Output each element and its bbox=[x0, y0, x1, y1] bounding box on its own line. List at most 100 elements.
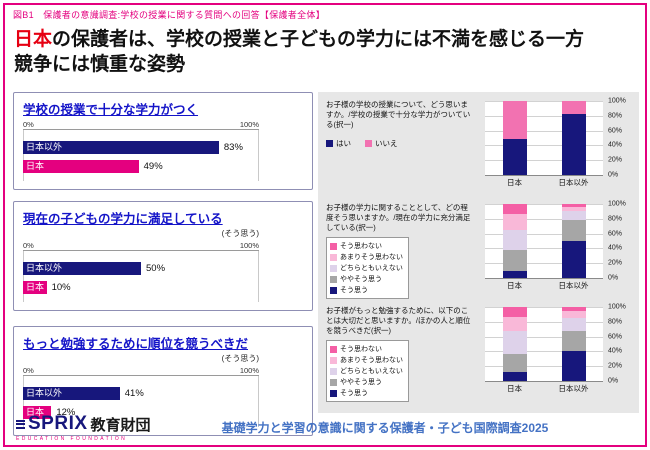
bar-category-label: 日本 bbox=[26, 282, 45, 292]
y-axis-labels: 100% 80% 60% 40% 20% 0% bbox=[606, 97, 633, 179]
bar-value-label: 50% bbox=[146, 263, 166, 274]
summary-chart-title: 現在の子どもの学力に満足している bbox=[23, 212, 223, 226]
legend: そう思わない あまりそう思わないどちらともいえない ややそう思うそう思う bbox=[326, 340, 409, 403]
summary-chart-title: 学校の授業で十分な学力がつく bbox=[23, 103, 199, 117]
legend-label: そう思わない bbox=[340, 243, 382, 251]
legend-label: どちらともいえない bbox=[340, 368, 403, 376]
y-tick-label: 20% bbox=[608, 362, 623, 370]
bar-segment bbox=[502, 213, 527, 230]
bar-row: 日本以外 50% bbox=[23, 262, 259, 275]
question-text: お子様がもっと勉強するために、以下のことは大切だと思いますか。/ほかの人と順位を… bbox=[326, 306, 471, 335]
bar-row: 日本以外 83% bbox=[23, 141, 259, 154]
question-column: お子様の学力に関することとして、どの程度そう思いますか。/現在の学力に充分満足し… bbox=[324, 200, 476, 301]
gridline bbox=[485, 248, 603, 250]
sprix-logo-mark-icon bbox=[16, 419, 25, 429]
legend-swatch bbox=[330, 253, 337, 261]
legend-label: そう思う bbox=[340, 390, 368, 398]
x-axis-labels: 日本 日本以外 bbox=[485, 383, 603, 394]
title-line1: の保護者は、学校の授業と子どもの学力には不満を感じる一方 bbox=[52, 29, 585, 50]
legend-item: ややそう思う bbox=[330, 377, 403, 387]
legend-swatch bbox=[330, 345, 337, 353]
plot-area bbox=[485, 101, 603, 176]
axis-min-label: 0% bbox=[23, 241, 34, 250]
summary-chart-box: 現在の子どもの学力に満足している (そう思う) 0% 100% 日本以外 50% 日本 10% bbox=[13, 201, 313, 311]
question-text: お子様の学校の授業について、どう思いますか。/学校の授業で十分な学力がついている… bbox=[326, 100, 471, 129]
bar-segment bbox=[502, 307, 527, 317]
bar-segment bbox=[561, 241, 586, 278]
x-tick-label: 日本 bbox=[507, 384, 522, 393]
legend-swatch bbox=[330, 275, 337, 283]
bar-others: 日本以外 bbox=[23, 387, 120, 400]
legend-item: あまりそう思わない bbox=[330, 355, 403, 365]
y-tick-label: 100% bbox=[608, 97, 626, 105]
axis-labels: 0% 100% bbox=[23, 241, 259, 250]
y-tick-label: 100% bbox=[608, 303, 626, 311]
sprix-logo-row: SPRIX 教育財団 bbox=[16, 413, 151, 435]
bar-segment bbox=[502, 316, 527, 332]
logo-foundation-text: 教育財団 bbox=[90, 416, 151, 434]
legend-item: あまりそう思わない bbox=[330, 252, 403, 262]
y-tick-label: 60% bbox=[608, 127, 623, 135]
plot-area-wrap: 日本 日本以外 bbox=[485, 101, 603, 198]
y-tick-label: 40% bbox=[608, 244, 623, 252]
bar-segment bbox=[502, 138, 527, 175]
bar-track: 日本以外 83% 日本 49% bbox=[23, 129, 259, 181]
bar-row: 日本 12% bbox=[23, 406, 259, 419]
bar-segment bbox=[502, 204, 527, 214]
legend-label: そう思わない bbox=[340, 346, 382, 354]
bar-segment bbox=[561, 311, 586, 319]
x-tick-label: 日本 bbox=[507, 281, 522, 290]
stacked-chart-row: お子様がもっと勉強するために、以下のことは大切だと思いますか。/ほかの人と順位を… bbox=[324, 303, 633, 404]
gridline bbox=[485, 101, 603, 102]
bar-segment bbox=[502, 270, 527, 278]
bar-segment bbox=[561, 204, 586, 207]
plot-area bbox=[485, 204, 603, 279]
bar-segment bbox=[502, 101, 527, 139]
y-tick-label: 0% bbox=[608, 274, 619, 282]
axis-labels: 0% 100% bbox=[23, 120, 259, 129]
legend-item: はい bbox=[326, 138, 351, 149]
bar-japan: 日本 bbox=[23, 281, 47, 294]
stacked-bar bbox=[561, 101, 586, 175]
legend-swatch bbox=[330, 367, 337, 375]
axis-max-label: 100% bbox=[239, 366, 259, 375]
bar-value-label: 49% bbox=[143, 161, 163, 172]
bar-segment bbox=[561, 113, 586, 175]
sprix-logo-text: SPRIX bbox=[28, 413, 88, 434]
legend-swatch bbox=[326, 140, 333, 148]
legend: そう思わない あまりそう思わない どちらともいえない ややそう思う そう思う bbox=[326, 237, 409, 300]
page-title: 日本の保護者は、学校の授業と子どもの学力には不満を感じる一方 競争には慎重な姿勢 bbox=[14, 27, 584, 77]
bar-segment bbox=[561, 101, 586, 114]
gridline bbox=[485, 160, 603, 162]
stacked-bar bbox=[502, 204, 527, 278]
gridline bbox=[485, 321, 603, 323]
legend-swatch bbox=[330, 264, 337, 272]
gridline bbox=[485, 130, 603, 132]
x-tick-label: 日本以外 bbox=[558, 281, 589, 290]
bar-track: 日本以外 41% 日本 12% bbox=[23, 375, 259, 427]
bar-segment bbox=[561, 220, 586, 241]
y-tick-label: 40% bbox=[608, 347, 623, 355]
stacked-bar bbox=[502, 307, 527, 381]
stacked-chart-row: お子様の学力に関することとして、どの程度そう思いますか。/現在の学力に充分満足し… bbox=[324, 200, 633, 301]
y-axis-labels: 100% 80% 60% 40% 20% 0% bbox=[606, 303, 633, 385]
sprix-logo: SPRIX 教育財団 EDUCATION FOUNDATION bbox=[16, 413, 151, 442]
x-tick-label: 日本 bbox=[507, 178, 522, 187]
legend-label: はい bbox=[336, 139, 351, 149]
bar-segment bbox=[502, 229, 527, 250]
plot-area bbox=[485, 307, 603, 382]
y-tick-label: 60% bbox=[608, 230, 623, 238]
summary-chart-box: 学校の授業で十分な学力がつく 0% 100% 日本以外 83% 日本 49% bbox=[13, 92, 313, 190]
chart-column: 日本 日本以外 100% 80% 60% 40% 20% 0% bbox=[476, 303, 633, 404]
legend-swatch bbox=[330, 242, 337, 250]
bar-value-label: 10% bbox=[51, 282, 71, 293]
bar-segment bbox=[561, 330, 586, 351]
gridline bbox=[485, 175, 603, 176]
logo-subtitle: EDUCATION FOUNDATION bbox=[16, 436, 128, 442]
bar-segment bbox=[561, 350, 586, 381]
plot-area-wrap: 日本 日本以外 bbox=[485, 307, 603, 404]
question-column: お子様の学校の授業について、どう思いますか。/学校の授業で十分な学力がついている… bbox=[324, 97, 476, 198]
x-tick-label: 日本以外 bbox=[558, 178, 589, 187]
question-text: お子様の学力に関することとして、どの程度そう思いますか。/現在の学力に充分満足し… bbox=[326, 203, 471, 232]
